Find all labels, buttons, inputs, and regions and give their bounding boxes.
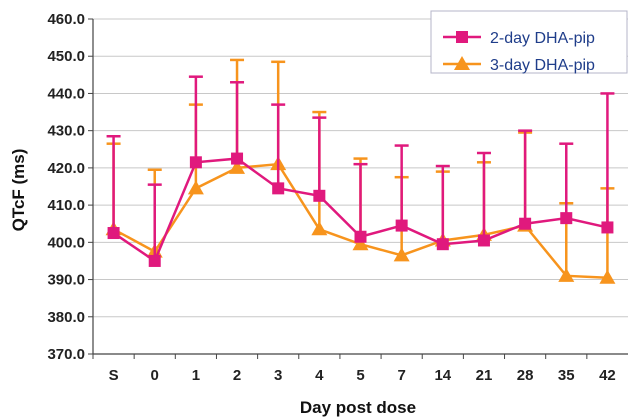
data-point [107,227,120,240]
series-0 [106,75,615,267]
y-tick-label: 370.0 [47,346,85,363]
x-tick-label: 3 [274,367,282,384]
data-point [189,156,202,169]
legend-label: 3-day DHA-pip [490,57,595,74]
x-tick-label: 2 [233,367,241,384]
y-axis-title: QTcF (ms) [9,149,28,232]
x-tick-label: 21 [476,367,493,384]
data-point [558,267,575,282]
y-tick-label: 440.0 [47,85,85,102]
x-tick-label: 14 [434,367,451,384]
data-point [313,189,326,202]
x-tick-label: 7 [397,367,405,384]
x-tick-label: 5 [356,367,364,384]
y-tick-label: 410.0 [47,197,85,214]
data-point [148,254,161,267]
x-tick-label: 35 [558,367,575,384]
data-point [354,230,367,243]
x-tick-label: 28 [517,367,534,384]
data-point [436,238,449,251]
data-point [231,152,244,165]
data-point [560,212,573,225]
data-point [395,219,408,232]
data-point [477,234,490,247]
legend-label: 2-day DHA-pip [490,30,595,47]
x-tick-label: 1 [192,367,200,384]
data-point [229,159,246,174]
data-point [187,180,204,195]
series-layer [105,58,616,284]
y-tick-label: 420.0 [47,160,85,177]
legend: 2-day DHA-pip 3-day DHA-pip [430,10,628,74]
legend-marker [456,31,468,43]
data-point [599,269,616,284]
y-tick-label: 380.0 [47,309,85,326]
y-tick-label: 450.0 [47,48,85,65]
x-tick-label: S [109,367,119,384]
data-point [311,221,328,236]
data-point [272,182,285,195]
x-tick-label: 0 [151,367,159,384]
x-tick-label: 4 [315,367,324,384]
axes [92,19,628,355]
y-tick-label: 430.0 [47,123,85,140]
x-axis-title: Day post dose [300,398,416,417]
x-axis-ticks: S 0 1 2 3 4 5 7 14 21 28 35 42 [92,354,616,384]
legend-marker [454,56,470,70]
y-axis-ticks: 370.0 380.0 390.0 400.0 410.0 420.0 430.0 440.0… [47,11,93,363]
y-tick-label: 390.0 [47,272,85,289]
x-tick-label: 42 [599,367,616,384]
data-point [519,217,532,230]
y-tick-label: 460.0 [47,11,85,28]
data-point [393,247,410,262]
y-tick-label: 400.0 [47,234,85,251]
data-point [601,221,614,234]
data-point [352,236,369,251]
